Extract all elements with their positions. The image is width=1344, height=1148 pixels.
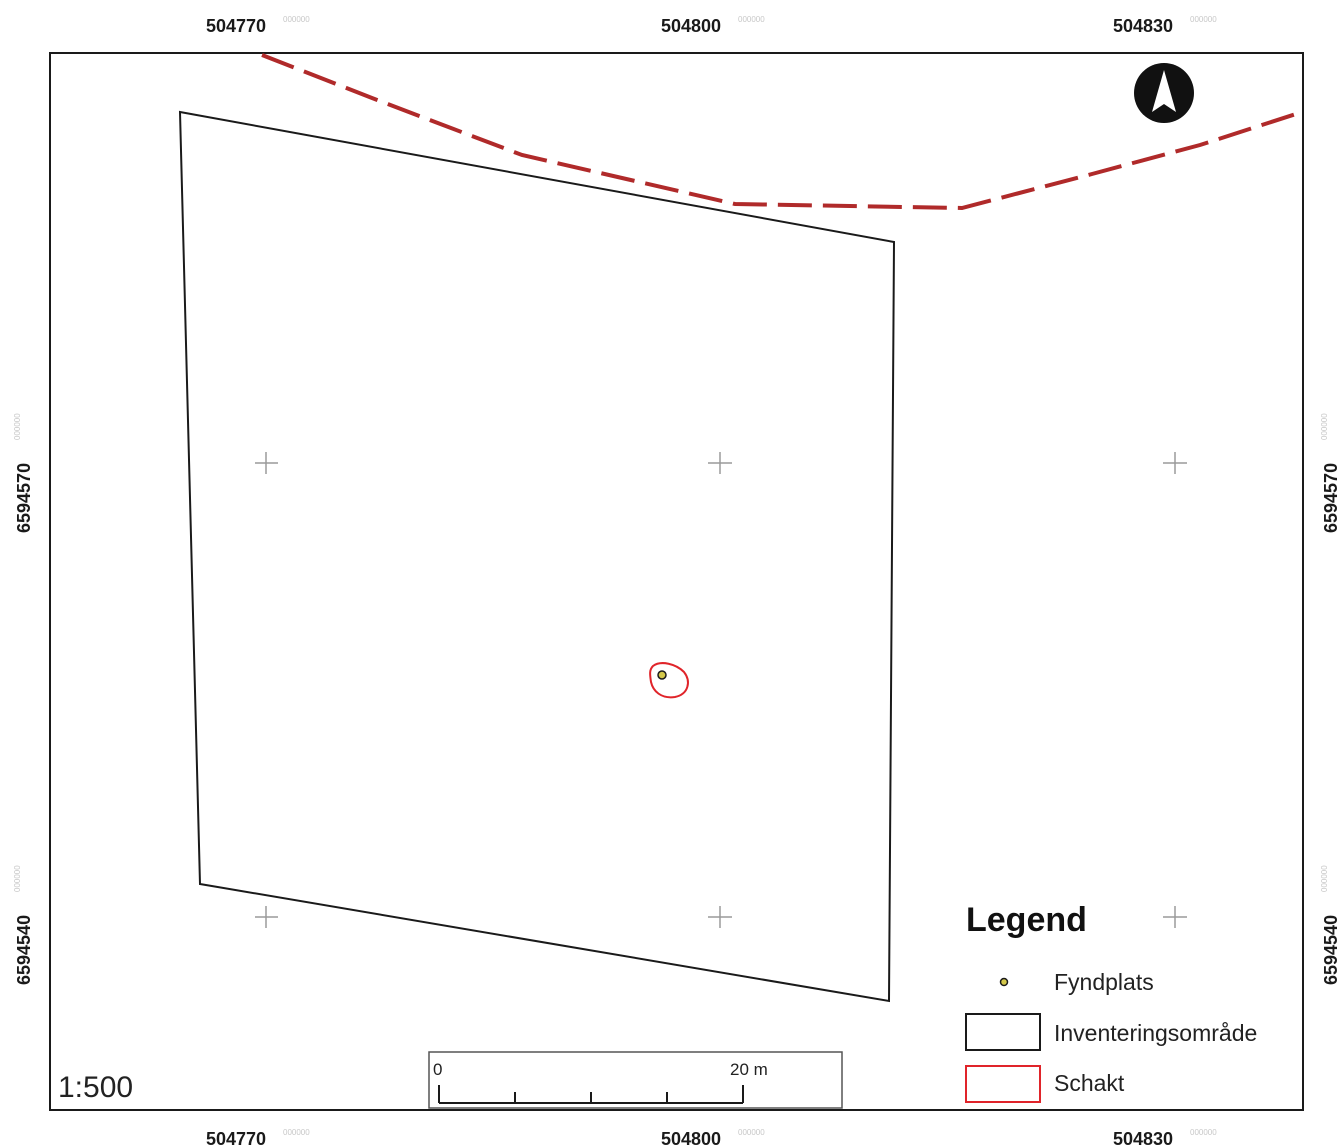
north-arrow-icon: [1134, 63, 1194, 123]
legend-label-fyndplats: Fyndplats: [1054, 969, 1154, 995]
scale-bar: 0 20 m: [428, 1051, 843, 1109]
legend-find-point-symbol: [999, 977, 1009, 987]
scale-bar-end-label: 20 m: [730, 1060, 768, 1079]
right-coord-label-6594540: 6594540: [1321, 915, 1341, 985]
bottom-coord-suffix: 000000: [738, 1128, 765, 1137]
left-coord-suffix: 000000: [13, 413, 22, 440]
legend-trench-symbol: [965, 1065, 1041, 1103]
road-line: [261, 53, 1297, 211]
legend-inventory-area-symbol: [965, 1013, 1041, 1051]
top-coord-suffix: 000000: [283, 15, 310, 24]
right-coord-suffix: 000000: [1320, 413, 1329, 440]
scale-bar-start-label: 0: [433, 1060, 442, 1079]
legend-label-inventeringsomrade: Inventeringsområde: [1054, 1020, 1257, 1046]
legend-label-schakt: Schakt: [1054, 1070, 1125, 1096]
top-coord-label-504770: 504770: [206, 16, 266, 36]
scale-bar-box: [428, 1051, 843, 1109]
bottom-coord-label-504770: 504770: [206, 1129, 266, 1148]
top-coord-suffix: 000000: [1190, 15, 1217, 24]
left-coord-suffix: 000000: [13, 865, 22, 892]
bottom-coord-label-504800: 504800: [661, 1129, 721, 1148]
trench-polygon: [649, 662, 689, 699]
right-coord-suffix: 000000: [1320, 865, 1329, 892]
top-coord-suffix: 000000: [738, 15, 765, 24]
bottom-coord-suffix: 000000: [283, 1128, 310, 1137]
inventory-area-polygon: [178, 110, 896, 1003]
grid-cross: [1163, 906, 1187, 928]
grid-cross: [255, 906, 278, 928]
scale-ratio: 1:500: [58, 1071, 133, 1104]
grid-cross: [708, 452, 732, 474]
grid-cross: [255, 452, 278, 474]
top-coord-label-504830: 504830: [1113, 16, 1173, 36]
left-coord-label-6594540: 6594540: [14, 915, 34, 985]
top-coord-label-504800: 504800: [661, 16, 721, 36]
bottom-coord-label-504830: 504830: [1113, 1129, 1173, 1148]
right-coord-label-6594570: 6594570: [1321, 463, 1341, 533]
legend: Legend Fyndplats Inventeringsområde Scha…: [965, 901, 1257, 1103]
map-frame: [49, 52, 1304, 1111]
grid-cross: [1163, 452, 1187, 474]
grid-cross: [708, 906, 732, 928]
find-point: [657, 670, 667, 680]
grid-crosses: [255, 452, 1187, 928]
bottom-coord-suffix: 000000: [1190, 1128, 1217, 1137]
legend-title: Legend: [966, 901, 1087, 939]
left-coord-label-6594570: 6594570: [14, 463, 34, 533]
